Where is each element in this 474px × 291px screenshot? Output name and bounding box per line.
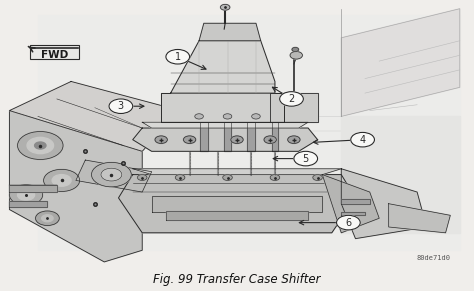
Polygon shape (38, 15, 460, 250)
Text: 80de71d0: 80de71d0 (417, 255, 451, 260)
Text: 6: 6 (346, 218, 351, 228)
Circle shape (290, 52, 302, 59)
Polygon shape (133, 169, 341, 175)
Circle shape (280, 92, 303, 106)
Polygon shape (9, 81, 180, 151)
Circle shape (183, 136, 196, 143)
Polygon shape (341, 199, 370, 204)
Polygon shape (322, 175, 379, 233)
Circle shape (9, 185, 43, 205)
Polygon shape (171, 41, 275, 93)
Circle shape (264, 136, 276, 143)
Text: FWD: FWD (41, 50, 68, 60)
Polygon shape (224, 122, 231, 151)
Circle shape (42, 215, 53, 222)
Polygon shape (389, 204, 450, 233)
Polygon shape (247, 122, 255, 151)
Circle shape (294, 151, 318, 166)
Text: 2: 2 (288, 94, 295, 104)
Polygon shape (341, 9, 460, 116)
Polygon shape (9, 201, 47, 207)
Polygon shape (152, 196, 322, 212)
Circle shape (288, 136, 300, 143)
Polygon shape (9, 185, 57, 192)
Polygon shape (341, 169, 427, 239)
Polygon shape (76, 160, 152, 192)
Polygon shape (133, 128, 318, 151)
Circle shape (35, 142, 46, 149)
Circle shape (52, 175, 71, 186)
Polygon shape (199, 23, 261, 41)
Circle shape (137, 175, 147, 180)
Polygon shape (166, 211, 308, 220)
Circle shape (109, 99, 133, 113)
Circle shape (101, 168, 122, 181)
Text: 5: 5 (302, 154, 309, 164)
Circle shape (231, 136, 243, 143)
Polygon shape (142, 122, 308, 128)
Circle shape (18, 132, 63, 159)
Text: 1: 1 (175, 52, 181, 62)
FancyBboxPatch shape (30, 45, 79, 59)
Polygon shape (118, 175, 356, 233)
Circle shape (166, 49, 190, 64)
Circle shape (220, 4, 230, 10)
Circle shape (223, 175, 232, 180)
Polygon shape (9, 111, 142, 262)
Circle shape (27, 137, 54, 154)
Circle shape (337, 215, 360, 230)
Circle shape (18, 190, 35, 200)
Circle shape (223, 114, 232, 119)
Circle shape (270, 175, 280, 180)
Circle shape (91, 162, 131, 187)
Text: Fig. 99 Transfer Case Shifter: Fig. 99 Transfer Case Shifter (153, 274, 321, 286)
Circle shape (44, 169, 80, 191)
Circle shape (155, 136, 167, 143)
Circle shape (195, 114, 203, 119)
Circle shape (252, 114, 260, 119)
Circle shape (175, 175, 185, 180)
Circle shape (36, 211, 59, 226)
Polygon shape (270, 93, 318, 122)
Text: 3: 3 (118, 101, 124, 111)
Text: 4: 4 (360, 135, 365, 145)
Polygon shape (341, 212, 365, 215)
Circle shape (313, 175, 322, 180)
Circle shape (351, 132, 374, 147)
Polygon shape (200, 122, 208, 151)
Polygon shape (161, 93, 284, 122)
Polygon shape (341, 116, 460, 233)
Polygon shape (272, 122, 278, 151)
Circle shape (292, 47, 299, 52)
